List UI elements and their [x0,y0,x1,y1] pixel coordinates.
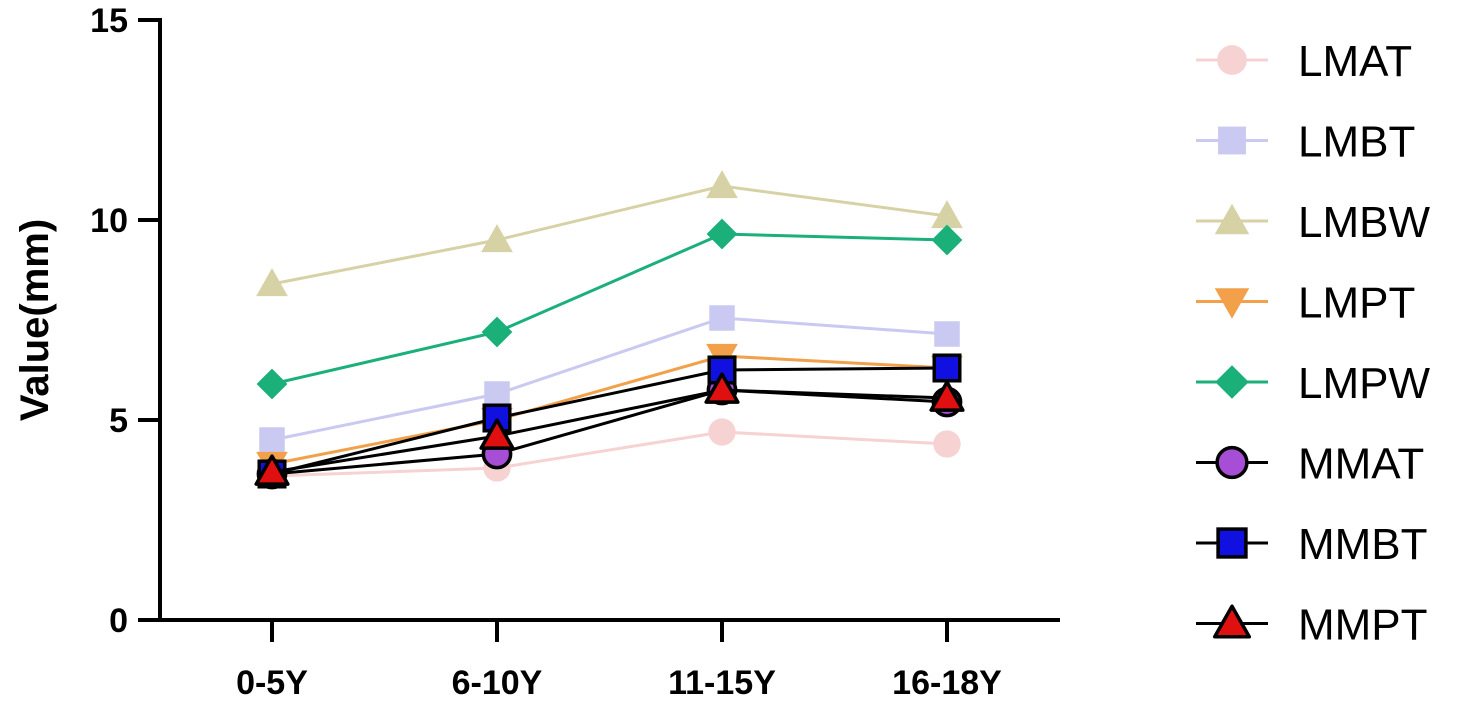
series-line-mmpt [271,388,948,474]
y-tick-label: 15 [90,2,128,40]
x-tick-label: 16-18Y [892,664,1002,702]
y-tick-label: 10 [90,202,128,240]
legend-label: LMAT [1298,37,1412,86]
legend-label: LMPT [1298,279,1415,328]
legend-item-lmpt: LMPT [1196,279,1415,328]
data-point-lmpw [256,368,288,400]
legend-item-lmpw: LMPW [1196,359,1430,408]
series-line-lmbt [271,316,948,442]
x-tick-label: 6-10Y [452,664,543,702]
data-point-mmpt [929,380,965,412]
legend-item-lmat: LMAT [1196,37,1412,86]
series-lmat [258,418,961,490]
data-point-lmbt [934,321,960,347]
data-point-lmbt [709,305,735,331]
series-line-mmat [271,388,948,476]
legend-marker [1217,45,1247,75]
data-point-mmbt [932,353,962,383]
legend-label: LMBW [1298,198,1430,247]
legend-marker [1214,288,1250,319]
series-layer [254,170,965,490]
legend-label: MMBT [1298,520,1428,569]
legend-label: MMPT [1298,601,1428,650]
y-axis-title: Value(mm) [13,219,57,421]
legend-label: LMBT [1298,118,1415,167]
legend-item-mmbt: MMBT [1196,520,1428,569]
series-line-lmpw [271,232,948,386]
data-point-lmbw [256,268,288,297]
legend-item-lmbt: LMBT [1196,118,1415,167]
x-tick-label: 11-15Y [668,664,776,702]
data-point-lmat [933,430,961,458]
series-line-mmbt [271,366,948,476]
series-line-lmbw [271,184,948,286]
legend-item-mmpt: MMPT [1196,601,1428,650]
legend-marker [1216,527,1248,559]
legend-item-mmat: MMAT [1196,440,1424,489]
data-point-lmbw [706,170,738,199]
data-point-lmbw [481,224,513,253]
data-point-lmbw [931,200,963,229]
legend: LMAT LMBT LMBW LMPT LMPW MMAT MMBT MMPT [1196,37,1430,650]
data-point-lmpw [481,316,513,348]
series-lmbt [259,305,960,453]
series-mmpt [254,372,965,486]
series-line-lmpt [271,354,948,466]
data-point-lmpw [706,218,738,250]
data-point-mmpt [254,454,290,486]
series-line-lmat [271,430,948,478]
data-point-lmbt [484,381,510,407]
y-tick-label: 0 [109,602,128,640]
axes: 0 5 10 15 0-5Y 6-10Y 11-15Y 16-18Y Value(mm) [13,2,1060,702]
legend-marker [1212,604,1252,639]
legend-marker [1214,203,1250,235]
data-point-mmpt [704,372,740,404]
legend-marker [1218,126,1246,155]
series-lmpw [256,218,963,400]
data-point-lmbt [259,427,285,453]
data-point-lmat [708,418,736,446]
legend-item-lmbw: LMBW [1196,198,1430,247]
legend-label: MMAT [1298,440,1424,489]
data-point-mmpt [479,418,515,450]
y-tick-label: 5 [109,402,128,440]
series-lmbw [256,170,963,297]
legend-label: LMPW [1298,359,1430,408]
legend-marker [1215,445,1249,480]
legend-marker [1215,365,1249,399]
x-tick-label: 0-5Y [236,664,308,702]
data-point-lmpw [931,224,963,256]
